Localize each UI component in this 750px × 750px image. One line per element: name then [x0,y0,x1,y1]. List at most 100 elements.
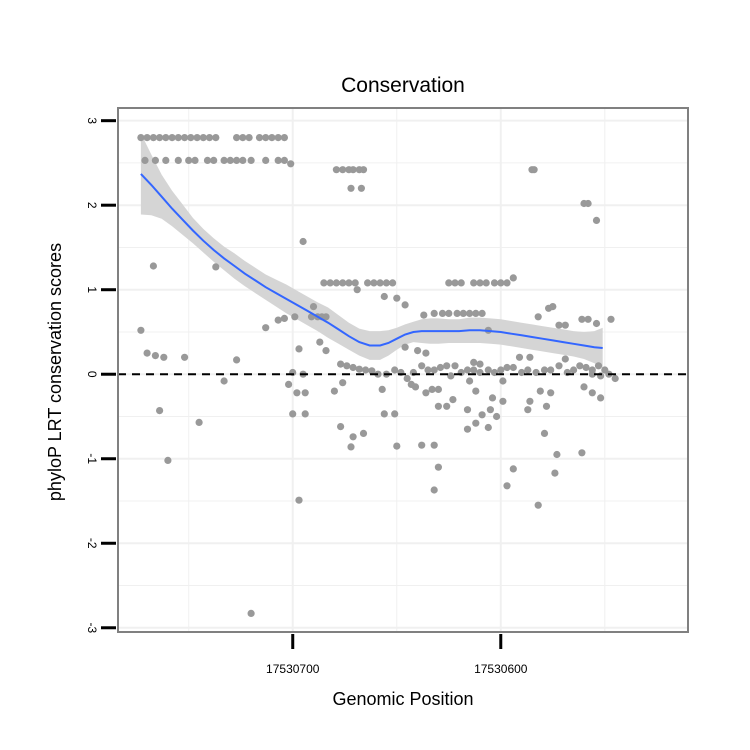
y-tick-label: -1 [85,453,99,464]
data-point [262,324,270,332]
data-point [530,166,538,174]
data-point [274,156,282,164]
data-point [233,156,241,164]
data-point [453,309,461,317]
data-point [255,134,264,142]
data-point [466,309,474,317]
data-point [382,279,390,287]
data-point [187,134,195,142]
data-point [332,279,340,287]
data-point [443,362,451,370]
data-point [391,410,399,418]
data-point [380,292,388,301]
data-point [449,396,457,404]
data-point [493,412,501,421]
data-point [156,407,164,415]
data-point [497,279,505,287]
data-point [212,134,220,142]
data-point [484,423,492,432]
data-point [582,363,590,372]
data-point [428,385,436,393]
data-point [203,156,212,164]
data-point [430,486,438,494]
data-point [470,279,478,287]
data-point [434,402,442,410]
data-point [509,274,517,282]
data-point [509,363,517,372]
data-point [484,366,492,374]
data-point [181,353,189,361]
data-point [245,134,253,142]
data-point [309,303,318,311]
data-point [239,156,247,164]
data-point [503,279,511,287]
data-point [592,319,601,328]
data-point [220,377,228,385]
data-point [503,482,511,490]
data-point [414,347,422,355]
data-point [353,286,361,294]
data-point [470,366,478,374]
data-point [488,394,497,402]
data-point [472,419,480,427]
data-point [580,383,588,391]
data-point [445,279,453,287]
data-point [542,402,551,410]
data-point [463,425,472,433]
data-point [515,353,524,361]
data-point [420,311,428,319]
data-point [401,343,409,351]
data-point [570,366,578,374]
data-point [280,134,288,142]
y-tick-label: -3 [85,622,99,633]
data-point [393,442,401,450]
data-point [547,389,555,397]
data-point [320,279,328,287]
confidence-ribbon [140,133,603,369]
data-point [149,262,157,270]
data-point [368,367,376,375]
data-point [199,134,207,142]
data-point [295,345,303,353]
data-point [226,156,234,164]
y-axis-title: phyloP LRT conservation scores [45,243,65,501]
data-point [247,609,255,618]
data-point [549,303,557,311]
data-point [578,449,586,457]
data-point [280,156,288,164]
data-point [411,383,420,391]
data-point [287,160,295,168]
data-point [174,134,182,142]
data-point [438,309,447,317]
data-point [463,406,472,414]
data-point [611,374,619,383]
x-tick-label: 17530700 [266,662,320,676]
data-point [476,279,484,287]
data-point [422,389,430,397]
data-point [339,379,347,387]
data-point [584,315,592,323]
data-point [332,166,340,174]
data-point [181,134,189,142]
data-point [357,184,365,192]
data-point [486,406,494,414]
data-point [547,366,555,374]
data-point [555,321,563,329]
data-point [597,394,605,402]
data-point [339,279,347,287]
data-point [594,362,603,370]
data-point [561,355,569,363]
data-point [378,385,386,393]
data-point [137,134,145,142]
data-point [347,443,355,451]
plot-border [117,107,689,633]
data-point [291,313,299,321]
data-point [274,316,282,324]
data-point [472,387,480,395]
data-point [349,166,357,174]
data-point [576,362,584,370]
plot-area: -3 -2 -1 0 1 2 3 17530700 17530600 [85,107,689,676]
data-point [532,368,540,377]
smooth-trend-line [140,173,603,349]
data-point [239,134,247,142]
